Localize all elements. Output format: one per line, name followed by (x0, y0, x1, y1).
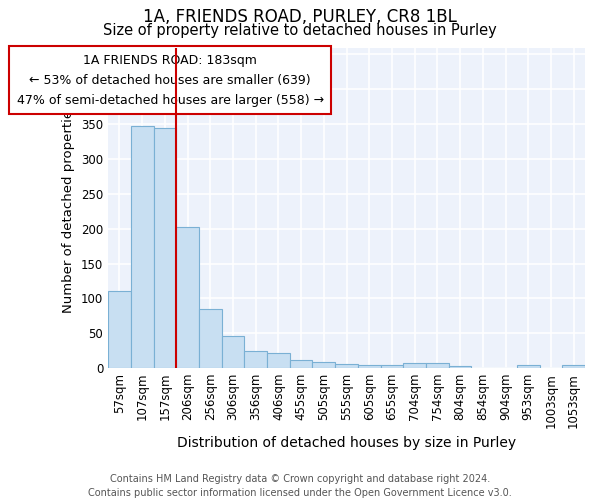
Bar (290, 360, 313, 368)
Bar (426, 363, 449, 368)
Text: Contains HM Land Registry data © Crown copyright and database right 2024.
Contai: Contains HM Land Registry data © Crown c… (88, 474, 512, 498)
Bar (358, 366, 380, 368)
Bar (221, 336, 244, 368)
Text: 1A FRIENDS ROAD: 183sqm
← 53% of detached houses are smaller (639)
47% of semi-d: 1A FRIENDS ROAD: 183sqm ← 53% of detache… (17, 54, 323, 107)
Bar (380, 366, 403, 368)
X-axis label: Distribution of detached houses by size in Purley: Distribution of detached houses by size … (177, 436, 516, 450)
Bar (313, 362, 335, 368)
Bar (199, 309, 221, 368)
Bar (335, 364, 358, 368)
Bar (108, 292, 131, 368)
Bar (244, 352, 267, 368)
Bar (562, 366, 585, 368)
Bar (154, 128, 176, 368)
Text: 1A, FRIENDS ROAD, PURLEY, CR8 1BL: 1A, FRIENDS ROAD, PURLEY, CR8 1BL (143, 8, 457, 26)
Bar (449, 366, 472, 368)
Bar (131, 126, 154, 368)
Bar (176, 226, 199, 368)
Text: Size of property relative to detached houses in Purley: Size of property relative to detached ho… (103, 22, 497, 38)
Bar (267, 354, 290, 368)
Bar (517, 366, 539, 368)
Y-axis label: Number of detached properties: Number of detached properties (62, 103, 76, 313)
Bar (403, 363, 426, 368)
